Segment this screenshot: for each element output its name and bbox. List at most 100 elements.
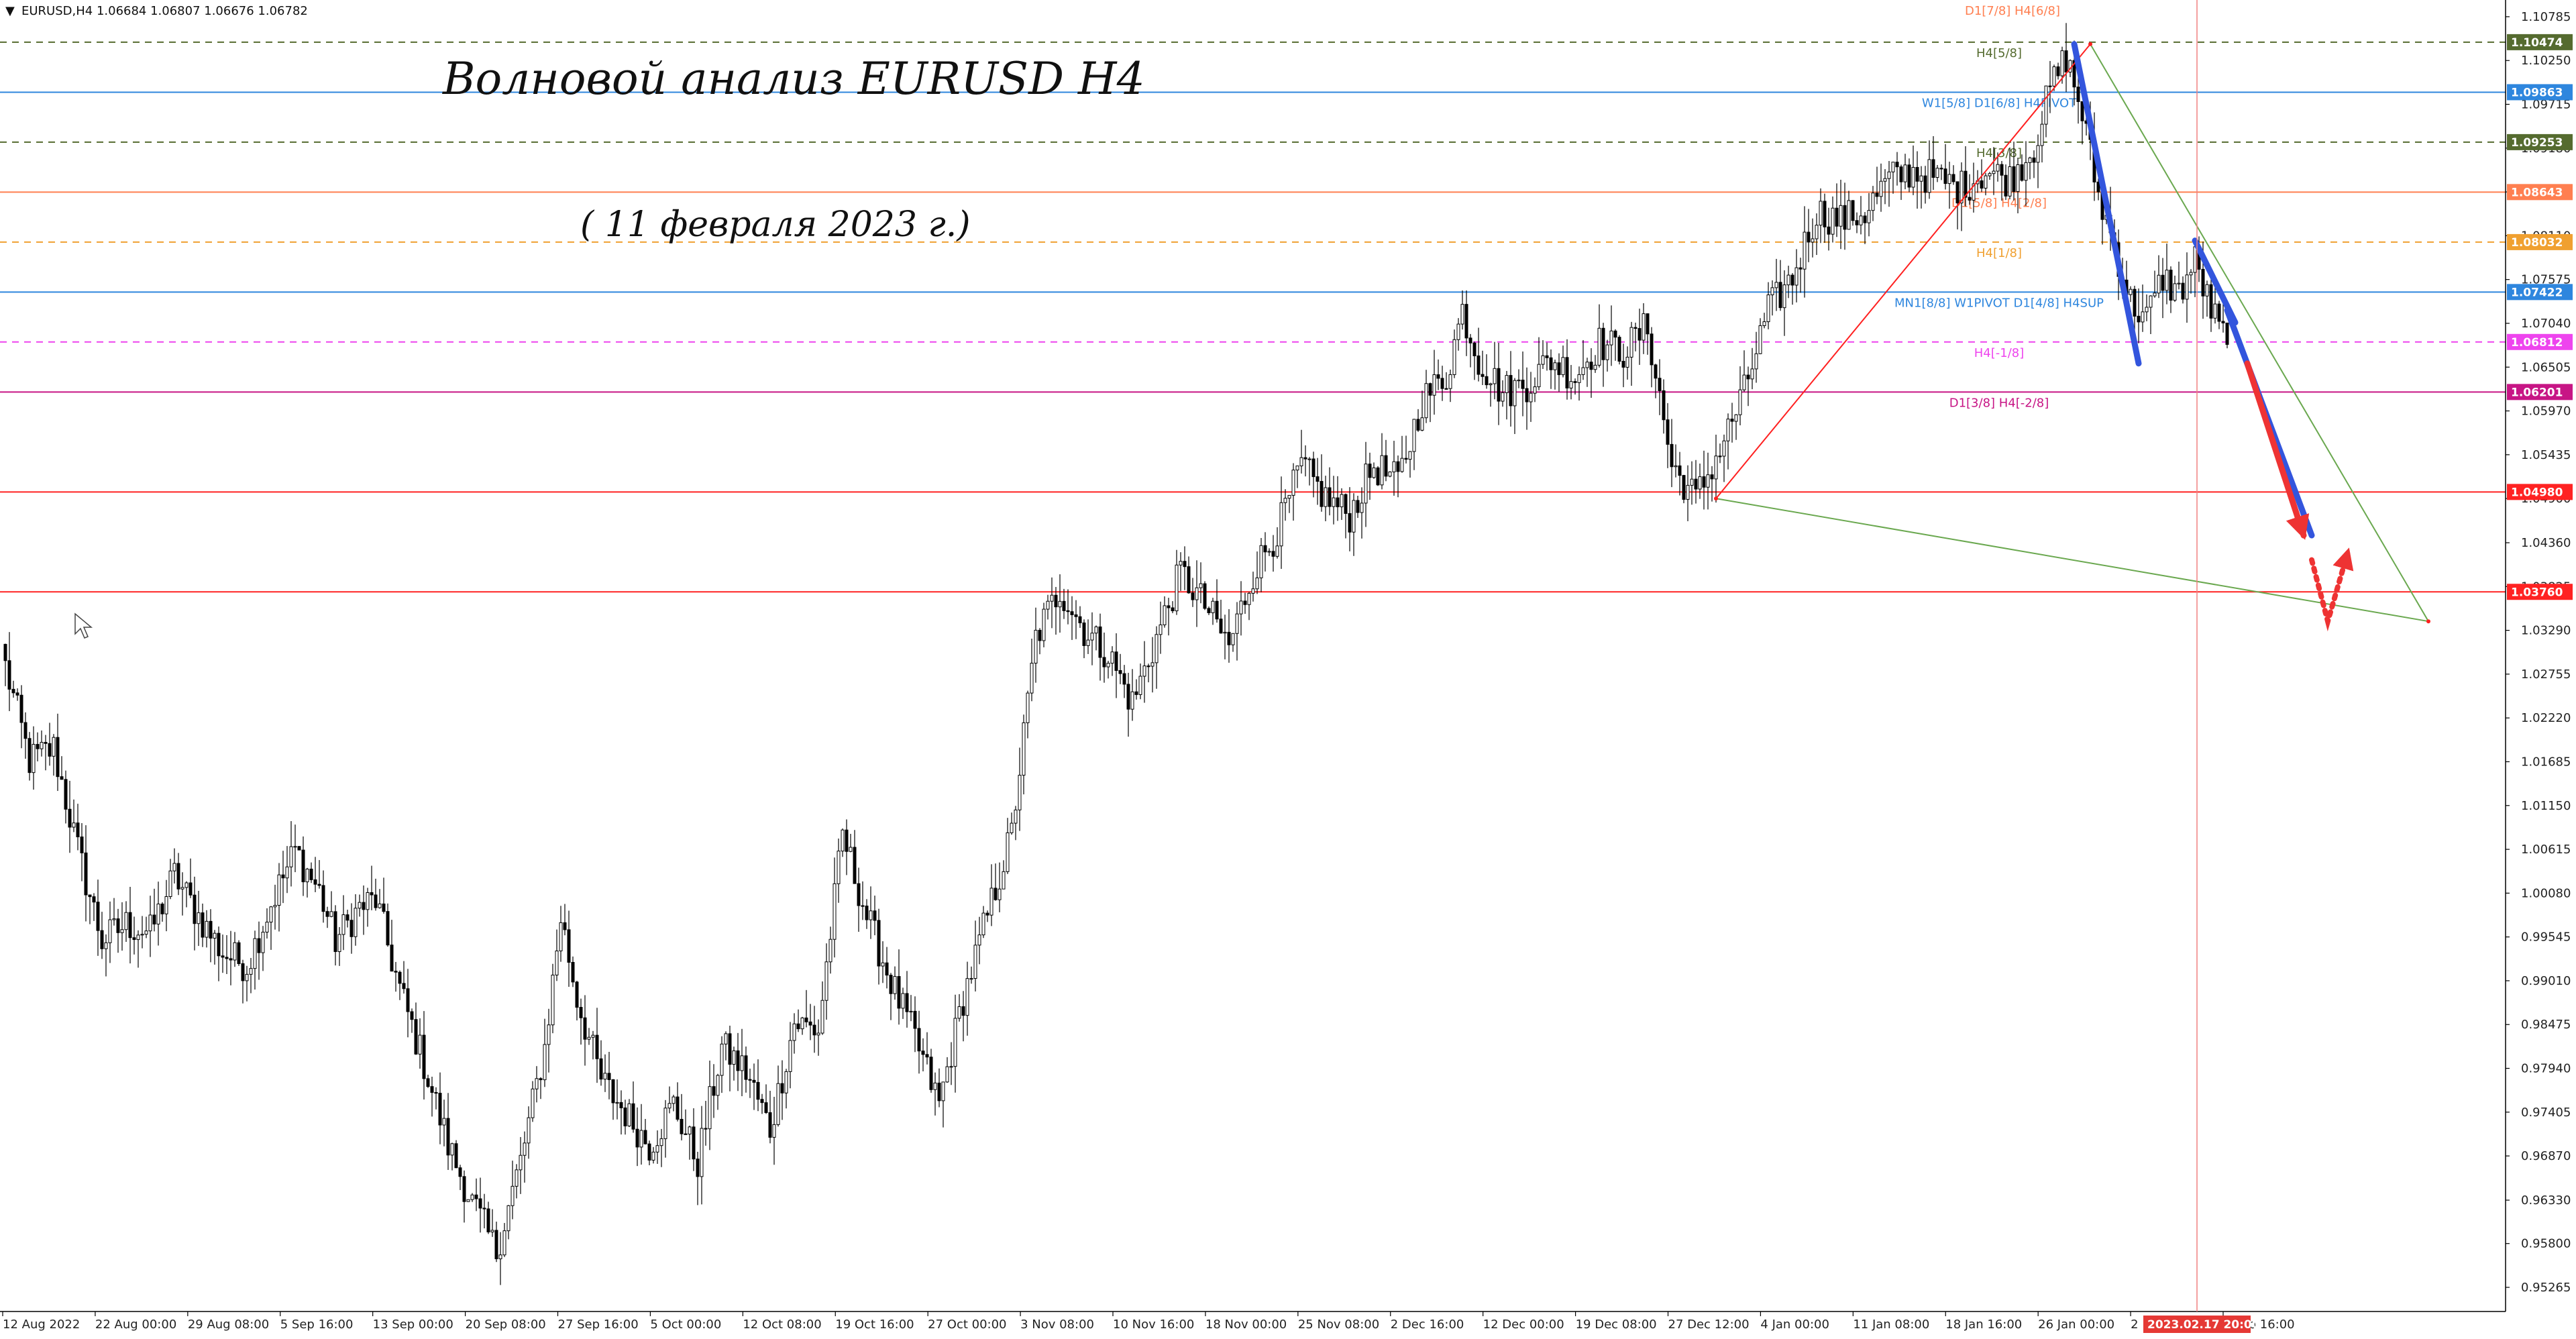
candle-body (1404, 458, 1408, 460)
time-tick-label: 27 Dec 12:00 (1668, 1318, 1750, 1332)
candle-body (1464, 304, 1468, 339)
candle-body (60, 776, 64, 780)
candle-body (635, 1128, 639, 1148)
candle-body (1839, 205, 1843, 227)
candle-body (837, 851, 841, 884)
candle-body (796, 1023, 800, 1030)
candle-body (1311, 458, 1316, 478)
candle-body (1694, 478, 1698, 490)
candle-body (2185, 274, 2189, 300)
candle-body (555, 951, 559, 975)
candle-body (869, 910, 873, 920)
candle-body (788, 1040, 792, 1072)
future-time-badge (2143, 1316, 2251, 1333)
candle-body (2048, 85, 2052, 87)
candle-body (1670, 443, 1674, 468)
time-tick-label: 5 Oct 00:00 (650, 1318, 721, 1332)
candle-body (1529, 392, 1533, 403)
candle-body (1195, 587, 1199, 600)
candle-body (688, 1126, 692, 1135)
candle-body (1408, 451, 1412, 460)
candle-body (394, 971, 398, 973)
level-price-label: 1.10474 (2511, 36, 2563, 50)
candle-body (973, 945, 977, 979)
forecast-arrow-dotted (2309, 547, 2354, 632)
wave-line-red (1715, 44, 2091, 499)
candle-body (515, 1169, 519, 1187)
candle-body (1525, 388, 1529, 403)
candle-body (88, 894, 92, 898)
candle-body (756, 1081, 760, 1100)
time-tick-label: 4 Jan 00:00 (1760, 1318, 1829, 1332)
price-tick-label: 0.96330 (2521, 1193, 2571, 1208)
candle-body (1654, 364, 1658, 379)
candle-body (1569, 381, 1573, 388)
candle-body (519, 1155, 523, 1171)
candle-body (44, 742, 48, 744)
candle-body (929, 1057, 933, 1090)
candle-body (728, 1033, 732, 1065)
candle-body (285, 866, 289, 879)
candle-body (2157, 274, 2161, 294)
candle-body (1843, 205, 1847, 230)
candle-body (1851, 200, 1855, 221)
candle-body (48, 743, 52, 757)
candle-body (1678, 465, 1682, 476)
candle-body (1968, 197, 1972, 201)
candle-body (213, 932, 217, 939)
candle-body (1388, 471, 1392, 477)
candle-body (1042, 608, 1046, 641)
candle-body (543, 1044, 547, 1081)
candle-body (466, 1199, 470, 1202)
candle-body (1328, 487, 1332, 507)
murrey-level-label: D1[3/8] H4[-2/8] (1949, 396, 2049, 410)
candle-body (1915, 166, 1919, 182)
candle-body (1110, 651, 1114, 664)
candle-body (833, 883, 837, 940)
level-price-label: 1.09253 (2511, 136, 2563, 150)
candle-body (909, 1010, 913, 1013)
candle-body (1863, 215, 1867, 223)
candle-body (1493, 368, 1497, 384)
price-tick-label: 1.10250 (2521, 54, 2571, 68)
candle-body (1883, 178, 1887, 182)
candle-body (1734, 414, 1738, 422)
candle-body (1106, 663, 1110, 667)
candle-body (2181, 282, 2185, 300)
candle-body (744, 1055, 748, 1080)
candle-body (1142, 665, 1146, 677)
candle-body (1581, 367, 1585, 375)
candle-body (140, 934, 144, 936)
candle-body (378, 903, 382, 908)
murrey-level-label: H4[3/8] (1976, 146, 2022, 160)
candle-body (1481, 374, 1485, 377)
candle-body (1750, 368, 1754, 380)
candle-body (575, 981, 579, 1008)
candle-body (1642, 313, 1646, 341)
candle-body (189, 882, 193, 896)
candle-body (1299, 457, 1303, 467)
candle-body (1939, 168, 1943, 170)
candle-body (7, 660, 11, 690)
candle-body (1827, 226, 1831, 235)
candle-body (531, 1088, 535, 1118)
candle-body (1964, 170, 1968, 198)
candle-body (708, 1086, 712, 1130)
candle-body (2149, 295, 2153, 308)
candle-body (1412, 419, 1416, 452)
candle-body (144, 930, 148, 935)
time-tick-label: 18 Nov 00:00 (1205, 1318, 1287, 1332)
candle-body (164, 896, 168, 914)
murrey-level-label: H4[1/8] (1976, 246, 2022, 260)
candle-body (148, 914, 152, 932)
candle-body (237, 942, 241, 964)
candle-body (265, 922, 269, 932)
candle-body (2004, 174, 2008, 197)
candle-body (1565, 357, 1569, 388)
candle-body (2016, 164, 2020, 192)
candle-body (1730, 419, 1734, 422)
candle-body (989, 888, 994, 916)
candle-body (382, 903, 386, 912)
candle-body (1078, 616, 1082, 624)
